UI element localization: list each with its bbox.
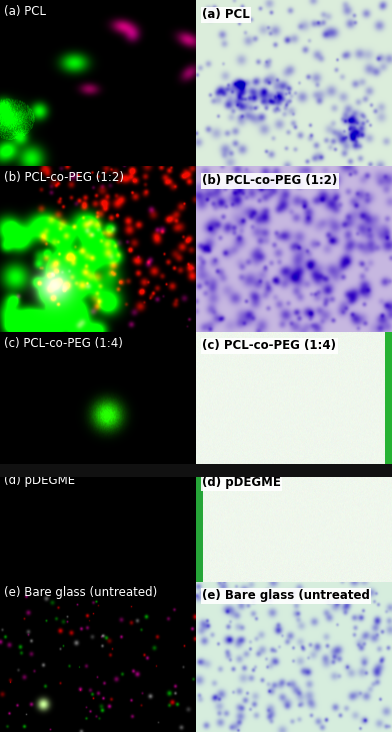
Text: (e) Bare glass (untreated): (e) Bare glass (untreated) xyxy=(4,586,157,600)
Text: (d) pDEGME: (d) pDEGME xyxy=(4,474,75,488)
Text: (a) PCL: (a) PCL xyxy=(202,8,250,21)
Text: (c) PCL-co-PEG (1:4): (c) PCL-co-PEG (1:4) xyxy=(4,337,123,349)
Text: (b) PCL-co-PEG (1:2): (b) PCL-co-PEG (1:2) xyxy=(4,171,124,184)
Text: (c) PCL-co-PEG (1:4): (c) PCL-co-PEG (1:4) xyxy=(202,340,336,352)
Text: (b) PCL-co-PEG (1:2): (b) PCL-co-PEG (1:2) xyxy=(202,174,338,187)
Text: (a) PCL: (a) PCL xyxy=(4,5,46,18)
Text: (e) Bare glass (untreated: (e) Bare glass (untreated xyxy=(202,589,370,602)
Text: (d) pDEGME: (d) pDEGME xyxy=(202,477,281,490)
